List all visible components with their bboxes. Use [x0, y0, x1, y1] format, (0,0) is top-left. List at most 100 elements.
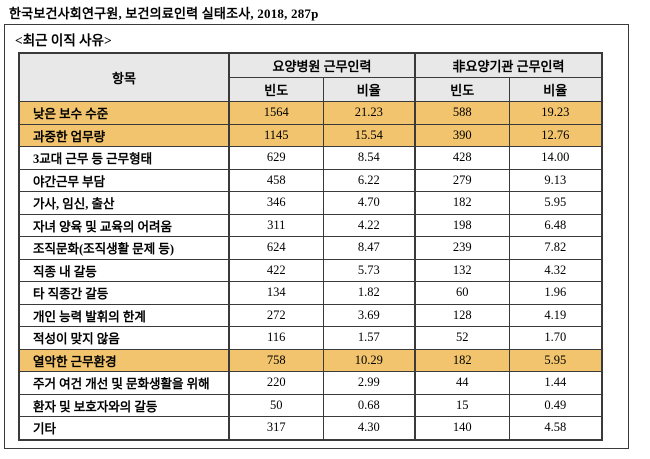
row-value: 220 [228, 371, 324, 395]
column-header-frequency-1: 빈도 [228, 77, 324, 102]
row-value: 1564 [228, 101, 324, 125]
row-value: 182 [414, 191, 510, 215]
row-label: 환자 및 보호자와의 갈등 [18, 393, 230, 417]
turnover-reasons-panel: <최근 이직 사유> 항목 요양병원 근무인력 非요양기관 근무인력 빈도 비율 [4, 24, 629, 449]
row-value: 5.73 [322, 258, 416, 282]
column-header-ratio-1: 비율 [322, 77, 416, 102]
row-value: 21.23 [322, 101, 416, 125]
row-value: 10.29 [322, 348, 416, 372]
table-row: 가사, 임신, 출산 346 4.70 182 5.95 [18, 191, 603, 215]
row-value: 0.68 [322, 393, 416, 417]
row-label: 가사, 임신, 출산 [18, 191, 230, 215]
row-value: 4.32 [508, 258, 603, 282]
row-value: 4.58 [508, 416, 603, 440]
row-value: 5.95 [508, 348, 603, 372]
column-header-ratio-2: 비율 [508, 77, 603, 102]
table-row: 과중한 업무량 1145 15.54 390 12.76 [18, 123, 603, 147]
row-label: 직종 내 갈등 [18, 258, 230, 282]
table-row: 3교대 근무 등 근무형태 629 8.54 428 14.00 [18, 146, 603, 170]
row-label: 개인 능력 발휘의 한계 [18, 303, 230, 327]
row-value: 4.30 [322, 416, 416, 440]
row-value: 182 [414, 348, 510, 372]
row-label: 적성이 맞지 않음 [18, 326, 230, 350]
row-value: 19.23 [508, 101, 603, 125]
row-value: 7.82 [508, 236, 603, 260]
row-value: 6.22 [322, 168, 416, 192]
row-value: 239 [414, 236, 510, 260]
row-value: 15.54 [322, 123, 416, 147]
row-value: 422 [228, 258, 324, 282]
row-value: 3.69 [322, 303, 416, 327]
column-group-non-nursing-institution: 非요양기관 근무인력 [414, 52, 603, 78]
row-value: 134 [228, 281, 324, 305]
table-row: 환자 및 보호자와의 갈등 50 0.68 15 0.49 [18, 393, 603, 417]
row-value: 4.22 [322, 213, 416, 237]
row-label: 낮은 보수 수준 [18, 101, 230, 125]
table-row: 타 직종간 갈등 134 1.82 60 1.96 [18, 281, 603, 305]
table-row: 자녀 양육 및 교육의 어려움 311 4.22 198 6.48 [18, 213, 603, 237]
panel-title: <최근 이직 사유> [15, 33, 112, 48]
table-row: 야간근무 부담 458 6.22 279 9.13 [18, 168, 603, 192]
table-row: 조직문화(조직생활 문제 등) 624 8.47 239 7.82 [18, 236, 603, 260]
row-value: 346 [228, 191, 324, 215]
table-row: 낮은 보수 수준 1564 21.23 588 19.23 [18, 101, 603, 125]
column-header-frequency-2: 빈도 [414, 77, 510, 102]
row-value: 9.13 [508, 168, 603, 192]
row-label: 야간근무 부담 [18, 168, 230, 192]
row-value: 140 [414, 416, 510, 440]
row-label: 열악한 근무환경 [18, 348, 230, 372]
turnover-table: 항목 요양병원 근무인력 非요양기관 근무인력 빈도 비율 빈도 비율 낮은 보… [18, 52, 603, 441]
row-value: 428 [414, 146, 510, 170]
column-header-item: 항목 [18, 52, 230, 102]
table-row: 열악한 근무환경 758 10.29 182 5.95 [18, 348, 603, 372]
table-header: 항목 요양병원 근무인력 非요양기관 근무인력 빈도 비율 빈도 비율 [18, 52, 603, 102]
header-row-measures: 빈도 비율 빈도 비율 [19, 77, 603, 102]
table-row: 적성이 맞지 않음 116 1.57 52 1.70 [18, 326, 603, 350]
row-value: 44 [414, 371, 510, 395]
row-value: 390 [414, 123, 510, 147]
row-value: 8.47 [322, 236, 416, 260]
row-value: 15 [414, 393, 510, 417]
row-value: 272 [228, 303, 324, 327]
row-label: 자녀 양육 및 교육의 어려움 [18, 213, 230, 237]
row-value: 588 [414, 101, 510, 125]
row-value: 1.57 [322, 326, 416, 350]
row-value: 116 [228, 326, 324, 350]
row-value: 1145 [228, 123, 324, 147]
row-value: 1.70 [508, 326, 603, 350]
row-value: 317 [228, 416, 324, 440]
row-label: 조직문화(조직생활 문제 등) [18, 236, 230, 260]
source-caption: 한국보건사회연구원, 보건의료인력 실태조사, 2018, 287p [9, 6, 319, 21]
row-label: 과중한 업무량 [18, 123, 230, 147]
row-value: 4.70 [322, 191, 416, 215]
row-label: 3교대 근무 등 근무형태 [18, 146, 230, 170]
row-value: 5.95 [508, 191, 603, 215]
column-group-nursing-hospital: 요양병원 근무인력 [228, 52, 416, 78]
row-value: 1.82 [322, 281, 416, 305]
row-value: 8.54 [322, 146, 416, 170]
row-value: 1.44 [508, 371, 603, 395]
table-row: 기타 317 4.30 140 4.58 [18, 416, 603, 440]
row-value: 629 [228, 146, 324, 170]
row-label: 기타 [18, 416, 230, 440]
row-value: 6.48 [508, 213, 603, 237]
table-row: 개인 능력 발휘의 한계 272 3.69 128 4.19 [18, 303, 603, 327]
row-value: 624 [228, 236, 324, 260]
row-value: 132 [414, 258, 510, 282]
row-label: 타 직종간 갈등 [18, 281, 230, 305]
row-value: 128 [414, 303, 510, 327]
row-value: 52 [414, 326, 510, 350]
table-body: 낮은 보수 수준 1564 21.23 588 19.23 과중한 업무량 1145 15.5… [18, 101, 603, 440]
row-value: 311 [228, 213, 324, 237]
row-label: 주거 여건 개선 및 문화생활을 위해 [18, 371, 230, 395]
row-value: 758 [228, 348, 324, 372]
header-row-groups: 항목 요양병원 근무인력 非요양기관 근무인력 [18, 52, 603, 102]
table-row: 직종 내 갈등 422 5.73 132 4.32 [18, 258, 603, 282]
row-value: 1.96 [508, 281, 603, 305]
row-value: 198 [414, 213, 510, 237]
row-value: 458 [228, 168, 324, 192]
row-value: 0.49 [508, 393, 603, 417]
row-value: 60 [414, 281, 510, 305]
row-value: 4.19 [508, 303, 603, 327]
